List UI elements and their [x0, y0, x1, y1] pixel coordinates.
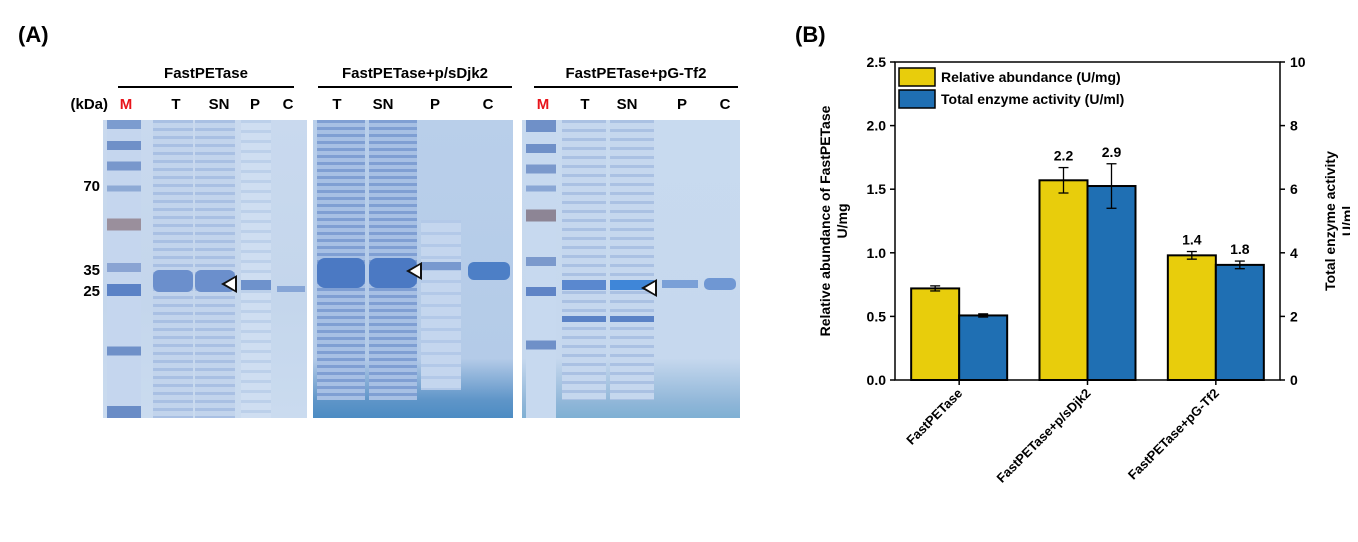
left-tick-label: 1.5 — [867, 181, 887, 197]
left-tick-label: 2.0 — [867, 118, 887, 134]
gel-1-title: FastPETase — [164, 65, 248, 82]
y-axis-left-title: Relative abundance of FastPETase — [817, 105, 833, 336]
legend-label: Relative abundance (U/mg) — [941, 69, 1121, 85]
gel-1-lane-m: M — [119, 96, 133, 113]
x-tick-label: FastPETase+pG-Tf2 — [1125, 386, 1222, 483]
bar — [1086, 185, 1137, 381]
left-tick-label: 2.5 — [867, 54, 887, 70]
left-tick-label: 1.0 — [867, 245, 887, 261]
left-tick-label: 0.0 — [867, 372, 887, 388]
gel-3-lane-sn: SN — [616, 96, 638, 113]
gel-3-rule — [534, 86, 738, 88]
arrow-icon — [221, 275, 237, 293]
gel-1-rule — [118, 86, 294, 88]
gel-2-title: FastPETase+p/sDjk2 — [341, 65, 489, 82]
data-label: 2.2 — [1054, 148, 1074, 164]
panel-a-label: (A) — [18, 22, 49, 47]
right-tick-label: 0 — [1290, 372, 1298, 388]
legend-swatch — [898, 67, 936, 87]
arrow-icon — [406, 262, 422, 280]
gel-image-3 — [522, 120, 740, 418]
data-label: 1.8 — [1230, 241, 1250, 257]
gel-3-lane-m: M — [536, 96, 550, 113]
bar — [1038, 179, 1089, 381]
legend-label: Total enzyme activity (U/ml) — [941, 91, 1124, 107]
gel-1-lane-sn: SN — [208, 96, 230, 113]
gel-2-rule — [318, 86, 512, 88]
bar — [910, 287, 961, 381]
gel-3-lane-c: C — [719, 96, 731, 113]
gel-2-lane-c: C — [482, 96, 494, 113]
gel-image-1 — [103, 120, 307, 418]
gel-3-title: FastPETase+pG-Tf2 — [565, 65, 707, 82]
x-tick-label: FastPETase+p/sDjk2 — [994, 386, 1094, 486]
right-tick-label: 10 — [1290, 54, 1306, 70]
y-axis-right-unit: U/ml — [1339, 206, 1350, 236]
bar — [1214, 263, 1265, 381]
data-label: 2.9 — [1102, 144, 1122, 160]
data-label: 1.4 — [1182, 232, 1202, 248]
mw-35: 35 — [83, 262, 100, 279]
mw-25: 25 — [83, 283, 100, 300]
kda-label: (kDa) — [70, 96, 108, 113]
gel-1-lane-p: P — [249, 96, 260, 113]
gel-1-lane-c: C — [282, 96, 294, 113]
bar-chart: 0.0 0.5 1.0 1.5 2.0 2.5 0 2 4 6 8 10 Relative abunda… — [817, 54, 1350, 486]
gel-3-lane-t: T — [580, 96, 590, 113]
gel-2-lane-t: T — [332, 96, 342, 113]
y-axis-left-unit: U/mg — [834, 204, 850, 239]
gel-1-lane-t: T — [171, 96, 181, 113]
bar — [1166, 254, 1217, 381]
right-tick-label: 4 — [1290, 245, 1298, 261]
right-tick-label: 2 — [1290, 308, 1298, 324]
arrow-icon — [641, 279, 657, 297]
gel-2-lane-p: P — [429, 96, 440, 113]
x-tick-label: FastPETase — [903, 386, 965, 448]
left-tick-label: 0.5 — [867, 308, 887, 324]
gel-3-lane-p: P — [676, 96, 687, 113]
gel-2-lane-sn: SN — [372, 96, 394, 113]
mw-70: 70 — [83, 178, 100, 195]
bar — [958, 314, 1009, 382]
right-tick-label: 8 — [1290, 118, 1298, 134]
right-tick-label: 6 — [1290, 181, 1298, 197]
legend-swatch — [898, 89, 936, 109]
panel-b-label: (B) — [795, 22, 826, 47]
y-axis-right-title: Total enzyme activity — [1322, 151, 1338, 291]
